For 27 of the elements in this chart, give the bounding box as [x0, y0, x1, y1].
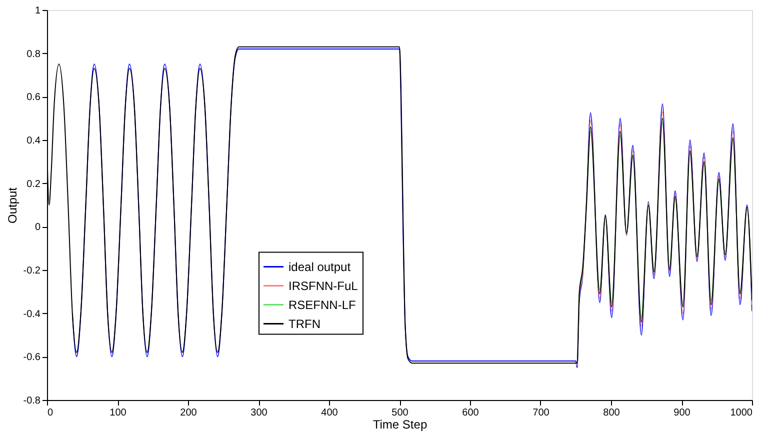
- y-tick-label: -0.6: [23, 352, 41, 364]
- x-tick-label: 700: [532, 408, 550, 418]
- legend-label: TRFN: [288, 316, 320, 331]
- y-tick-label: 1: [34, 6, 41, 16]
- x-tick-label: 600: [462, 408, 480, 418]
- legend-label: ideal output: [288, 260, 352, 274]
- legend-label: IRSFNN-FuL: [288, 278, 358, 293]
- x-tick-label: 1000: [730, 408, 753, 418]
- y-tick-label: 0.4: [26, 136, 41, 146]
- y-tick-label: 0.8: [26, 48, 41, 60]
- y-axis-title: Output: [5, 186, 20, 224]
- x-tick-label: 400: [321, 408, 338, 418]
- y-tick-label: 0.6: [26, 92, 41, 104]
- x-tick-label: 300: [250, 408, 268, 418]
- x-tick-label: 900: [674, 408, 691, 418]
- y-tick-label: 0: [34, 222, 41, 234]
- x-tick-label: 200: [180, 408, 198, 418]
- y-tick-label: -0.4: [23, 308, 41, 320]
- x-axis-title: Time Step: [372, 418, 428, 432]
- legend-label: RSEFNN-LF: [288, 298, 356, 312]
- x-tick-label: 0: [48, 408, 54, 418]
- y-tick-label: 0.2: [26, 178, 41, 190]
- x-tick-label: 100: [110, 408, 127, 418]
- y-tick-label: -0.2: [23, 266, 41, 276]
- y-tick-label: -0.8: [23, 396, 41, 406]
- x-tick-label: 500: [392, 408, 409, 418]
- x-tick-label: 800: [603, 408, 620, 418]
